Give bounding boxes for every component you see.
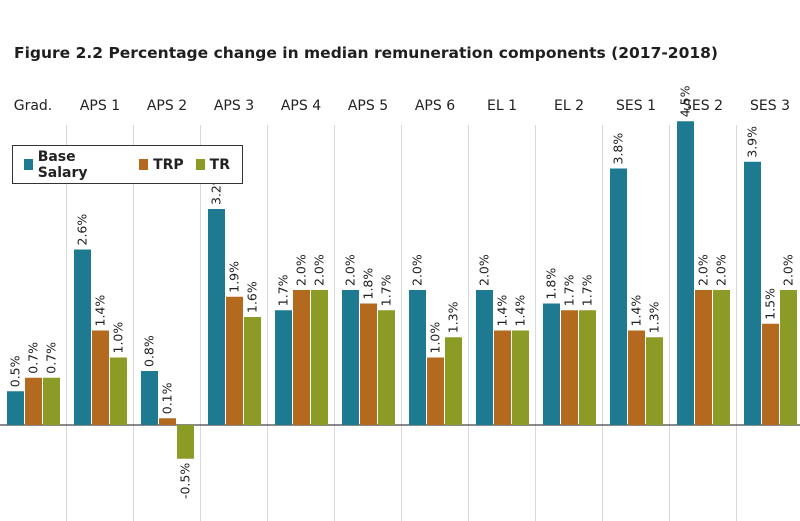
bar-tr-ses-2 [713, 290, 730, 425]
legend-label-tr: TR [209, 156, 230, 173]
category-label-el-1: EL 1 [487, 98, 517, 114]
data-label-tr-el-1: 1.4% [513, 295, 528, 327]
data-label-base-salary-ses-1: 3.8% [611, 133, 626, 165]
legend-swatch-tr [195, 159, 205, 170]
category-label-aps-5: APS 5 [348, 98, 388, 114]
data-label-tr-aps-5: 1.7% [379, 274, 394, 306]
data-label-trp-ses-3: 1.5% [763, 288, 778, 320]
bar-base-salary-ses-1 [610, 168, 627, 425]
category-label-aps-1: APS 1 [80, 98, 120, 114]
legend-item-base-salary: Base Salary [24, 149, 127, 181]
bar-tr-aps-1 [110, 357, 127, 425]
data-label-trp-aps-3: 1.9% [227, 261, 242, 293]
data-label-base-salary-ses-3: 3.9% [745, 126, 760, 158]
bar-tr-aps-5 [378, 310, 395, 425]
data-label-trp-ses-1: 1.4% [629, 295, 644, 327]
bar-tr-aps-3 [244, 317, 261, 425]
category-label-aps-3: APS 3 [214, 98, 254, 114]
data-label-tr-ses-2: 2.0% [714, 254, 729, 286]
data-label-trp-aps-6: 1.0% [428, 322, 443, 354]
bar-trp-ses-3 [762, 323, 779, 425]
bar-trp-el-1 [494, 330, 511, 425]
bar-base-salary-aps-2 [141, 371, 158, 425]
data-label-trp-grad: 0.7% [26, 342, 41, 374]
bar-base-salary-aps-1 [74, 249, 91, 425]
category-label-aps-2: APS 2 [147, 98, 187, 114]
data-label-base-salary-grad: 0.5% [8, 355, 23, 387]
bar-tr-el-2 [579, 310, 596, 425]
data-label-tr-aps-3: 1.6% [245, 281, 260, 313]
data-label-trp-aps-5: 1.8% [361, 268, 376, 300]
data-label-trp-aps-4: 2.0% [294, 254, 309, 286]
bar-tr-aps-2 [177, 425, 194, 459]
bar-trp-aps-1 [92, 330, 109, 425]
category-label-ses-2: SES 2 [683, 98, 723, 114]
data-label-tr-aps-4: 2.0% [312, 254, 327, 286]
bar-trp-aps-5 [360, 303, 377, 425]
data-label-trp-el-1: 1.4% [495, 295, 510, 327]
data-label-tr-grad: 0.7% [44, 342, 59, 374]
legend-label-base-salary: Base Salary [37, 148, 88, 181]
category-label-ses-3: SES 3 [750, 98, 790, 114]
bar-base-salary-ses-3 [744, 161, 761, 425]
data-label-trp-ses-2: 2.0% [696, 254, 711, 286]
chart-title: Figure 2.2 Percentage change in median r… [14, 44, 719, 62]
data-label-tr-aps-1: 1.0% [111, 322, 126, 354]
bar-base-salary-ses-2 [677, 121, 694, 425]
bar-trp-aps-4 [293, 290, 310, 425]
bar-trp-grad [25, 377, 42, 425]
data-label-trp-aps-1: 1.4% [93, 295, 108, 327]
bar-tr-ses-3 [780, 290, 797, 425]
bar-tr-aps-6 [445, 337, 462, 425]
data-label-base-salary-aps-6: 2.0% [410, 254, 425, 286]
category-label-aps-6: APS 6 [415, 98, 455, 114]
data-label-tr-ses-1: 1.3% [647, 301, 662, 333]
data-label-tr-ses-3: 2.0% [781, 254, 796, 286]
category-label-el-2: EL 2 [554, 98, 584, 114]
bar-tr-grad [43, 377, 60, 425]
bar-base-salary-aps-5 [342, 290, 359, 425]
bar-trp-ses-1 [628, 330, 645, 425]
legend-swatch-trp [139, 159, 149, 170]
data-label-base-salary-aps-5: 2.0% [343, 254, 358, 286]
legend-item-trp: TRP [139, 157, 184, 173]
bar-base-salary-aps-4 [275, 310, 292, 425]
bar-base-salary-grad [7, 391, 24, 425]
bar-trp-el-2 [561, 310, 578, 425]
data-label-base-salary-aps-4: 1.7% [276, 274, 291, 306]
bar-base-salary-el-2 [543, 303, 560, 425]
data-label-tr-aps-2: -0.5% [178, 463, 193, 499]
bar-base-salary-el-1 [476, 290, 493, 425]
bar-trp-ses-2 [695, 290, 712, 425]
data-label-base-salary-aps-2: 0.8% [142, 335, 157, 367]
bar-base-salary-aps-6 [409, 290, 426, 425]
data-label-base-salary-el-2: 1.8% [544, 268, 559, 300]
bar-trp-aps-2 [159, 418, 176, 425]
bar-trp-aps-3 [226, 296, 243, 425]
data-label-trp-aps-2: 0.1% [160, 382, 175, 414]
bar-tr-el-1 [512, 330, 529, 425]
category-label-aps-4: APS 4 [281, 98, 321, 114]
legend-item-tr: TR [195, 156, 230, 173]
data-label-trp-el-2: 1.7% [562, 274, 577, 306]
data-label-tr-el-2: 1.7% [580, 274, 595, 306]
data-label-base-salary-ses-2: 4.5% [678, 85, 693, 117]
data-label-tr-aps-6: 1.3% [446, 301, 461, 333]
data-label-base-salary-el-1: 2.0% [477, 254, 492, 286]
category-label-ses-1: SES 1 [616, 98, 656, 114]
legend-label-trp: TRP [153, 156, 184, 173]
bar-trp-aps-6 [427, 357, 444, 425]
bar-base-salary-aps-3 [208, 209, 225, 425]
legend-swatch-base-salary [24, 159, 33, 170]
chart-legend: Base Salary TRP TR [12, 145, 243, 184]
category-label-grad: Grad. [14, 98, 53, 114]
bar-tr-aps-4 [311, 290, 328, 425]
bar-tr-ses-1 [646, 337, 663, 425]
data-label-base-salary-aps-1: 2.6% [75, 214, 90, 246]
